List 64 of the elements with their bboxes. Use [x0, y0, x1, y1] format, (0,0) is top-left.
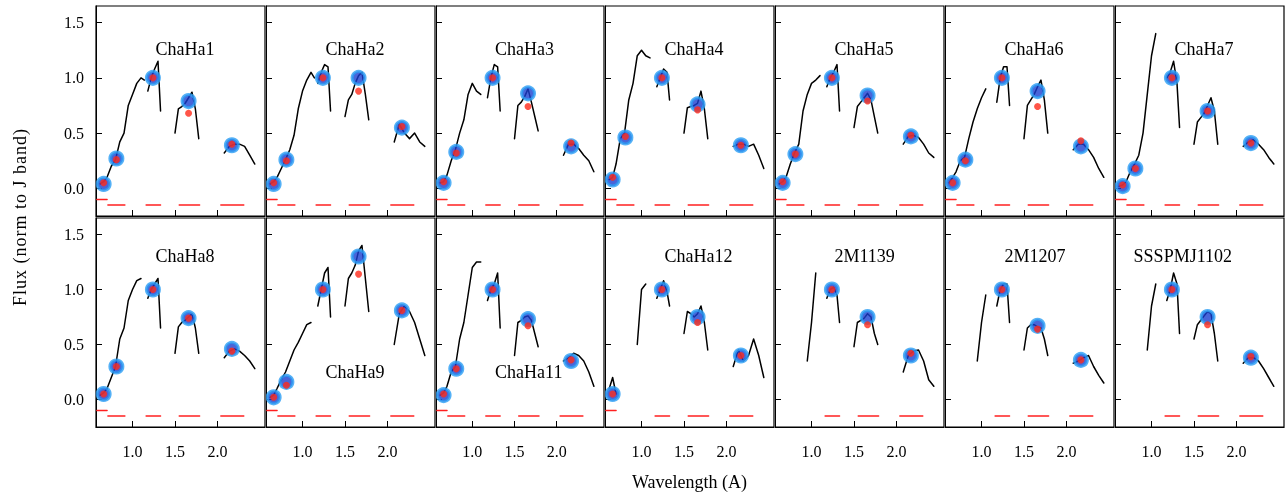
y-tick-label: 0.0 [64, 391, 84, 408]
text: ChaHa12 [664, 246, 733, 266]
y-tick-label: 0.5 [64, 336, 84, 353]
x-axis-title: Wavelength (A) [631, 472, 748, 492]
x-tick-label: 1.5 [1183, 442, 1204, 460]
x-tick-label: 1.0 [462, 442, 483, 460]
point [694, 319, 702, 326]
x-tick-label: 2.0 [716, 442, 737, 460]
point [1199, 309, 1216, 325]
x-tick-label: 1.5 [504, 442, 525, 460]
point [1077, 137, 1085, 145]
text: ChaHa8 [155, 246, 215, 266]
point [859, 309, 876, 325]
text: ChaHa2 [325, 39, 385, 59]
y-tick-label: 1.5 [64, 14, 84, 32]
x-tick-label: 2.0 [546, 442, 567, 460]
y-tick-label: 0.5 [64, 124, 84, 142]
point [180, 93, 197, 110]
point [185, 109, 193, 117]
y-axis-title: Flux (norm to J band) [9, 128, 31, 306]
point [355, 270, 363, 278]
point [1034, 103, 1042, 111]
text: ChaHa9 [325, 362, 385, 382]
text: ChaHa6 [1004, 39, 1064, 59]
point [864, 321, 872, 329]
point [524, 103, 532, 111]
x-tick-label: 2.0 [377, 442, 398, 460]
x-tick-label: 1.0 [122, 442, 143, 460]
x-tick-label: 1.0 [1141, 442, 1162, 460]
y-tick-label: 1.5 [64, 226, 84, 243]
text: ChaHa1 [155, 39, 215, 59]
y-tick-label: 0.0 [64, 179, 84, 197]
text: ChaHa4 [664, 39, 724, 59]
point [524, 322, 532, 330]
point [355, 87, 363, 95]
text: ChaHa7 [1174, 39, 1234, 59]
point [864, 97, 872, 105]
x-tick-label: 2.0 [1226, 442, 1247, 460]
point [694, 106, 702, 114]
point [1204, 321, 1212, 329]
x-tick-label: 1.5 [334, 442, 355, 460]
text: SSSPMJ1102 [1133, 246, 1232, 266]
x-tick-label: 1.5 [843, 442, 864, 460]
text: ChaHa3 [495, 39, 555, 59]
x-tick-label: 1.0 [292, 442, 313, 460]
text: ChaHa5 [834, 39, 894, 59]
y-tick-label: 1.0 [64, 69, 84, 87]
text: 2M1139 [834, 246, 895, 266]
x-tick-label: 1.5 [164, 442, 185, 460]
text: ChaHa11 [495, 362, 563, 382]
x-tick-label: 2.0 [1056, 442, 1077, 460]
x-tick-label: 2.0 [886, 442, 907, 460]
x-tick-label: 2.0 [207, 442, 228, 460]
point [1029, 83, 1046, 100]
x-tick-label: 1.0 [971, 442, 992, 460]
point [520, 85, 537, 102]
x-tick-label: 1.0 [631, 442, 652, 460]
x-tick-label: 1.5 [673, 442, 694, 460]
x-tick-label: 1.0 [801, 442, 822, 460]
x-tick-label: 1.5 [1013, 442, 1034, 460]
y-tick-label: 1.0 [64, 281, 84, 298]
point [350, 69, 367, 86]
text: 2M1207 [1004, 246, 1066, 266]
point [350, 248, 367, 265]
